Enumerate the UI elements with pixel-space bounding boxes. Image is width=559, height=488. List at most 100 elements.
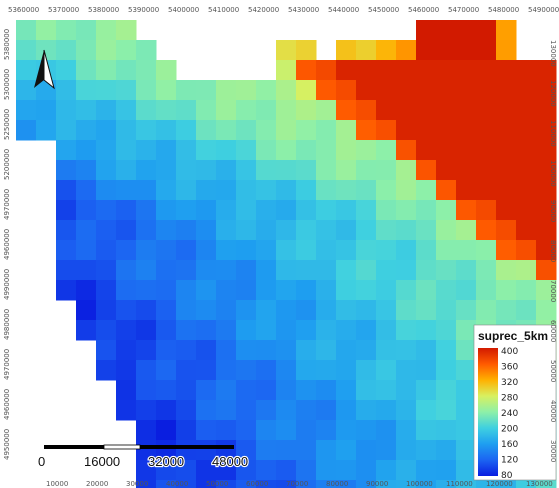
raster-cell (436, 160, 457, 181)
raster-cell (196, 460, 217, 481)
raster-cell (536, 120, 557, 141)
raster-cell (196, 260, 217, 281)
raster-cell (456, 320, 477, 341)
right-axis-label: 30000 (549, 440, 557, 462)
raster-cell (296, 300, 317, 321)
legend-tick-labels: 400 360 320 280 240 200 160 120 80 (501, 347, 518, 481)
raster-cell (156, 480, 177, 488)
raster-cell (136, 100, 157, 121)
raster-cell (336, 480, 357, 488)
raster-cell (216, 400, 237, 421)
raster-cell (256, 340, 277, 361)
raster-cell (276, 200, 297, 221)
left-axis-label: 4970000 (3, 349, 11, 380)
raster-cell (456, 20, 477, 41)
raster-cell (256, 440, 277, 461)
raster-cell (416, 280, 437, 301)
raster-cell (276, 120, 297, 141)
raster-cell (36, 40, 57, 61)
raster-grid (16, 20, 557, 488)
raster-cell (456, 360, 477, 381)
legend-tick-label: 120 (501, 456, 518, 466)
raster-cell (96, 340, 117, 361)
raster-cell (516, 260, 537, 281)
raster-cell (316, 280, 337, 301)
raster-cell (396, 360, 417, 381)
raster-cell (436, 40, 457, 61)
raster-cell (396, 460, 417, 481)
raster-cell (276, 380, 297, 401)
raster-cell (416, 300, 437, 321)
scale-label: 16000 (84, 454, 120, 469)
raster-cell (516, 480, 537, 488)
raster-cell (416, 40, 437, 61)
bottom-axis-label: 20000 (86, 480, 108, 488)
raster-cell (416, 260, 437, 281)
bottom-axis-label: 110000 (446, 480, 473, 488)
raster-cell (376, 40, 397, 61)
raster-cell (496, 180, 517, 201)
raster-cell (156, 400, 177, 421)
raster-cell (216, 320, 237, 341)
raster-cell (396, 120, 417, 141)
raster-cell (296, 60, 317, 81)
raster-cell (56, 140, 77, 161)
raster-cell (356, 480, 377, 488)
raster-cell (236, 260, 257, 281)
raster-cell (36, 20, 57, 41)
raster-cell (376, 400, 397, 421)
raster-cell (516, 60, 537, 81)
raster-cell (236, 160, 257, 181)
raster-cell (136, 200, 157, 221)
legend: suprec_5km 400 360 320 280 240 200 160 120 80 (473, 324, 557, 481)
raster-cell (136, 460, 157, 481)
raster-cell (336, 100, 357, 121)
raster-cell (216, 480, 237, 488)
raster-cell (356, 140, 377, 161)
raster-cell (76, 280, 97, 301)
raster-cell (376, 80, 397, 101)
raster-cell (436, 200, 457, 221)
raster-cell (196, 180, 217, 201)
raster-cell (316, 400, 337, 421)
raster-cell (296, 420, 317, 441)
raster-cell (456, 280, 477, 301)
right-axis-label: 90000 (549, 200, 557, 222)
right-axis-label: 110000 (549, 120, 557, 147)
raster-cell (176, 220, 197, 241)
raster-cell (316, 440, 337, 461)
raster-cell (396, 260, 417, 281)
raster-cell (276, 80, 297, 101)
raster-cell (76, 160, 97, 181)
raster-cell (356, 280, 377, 301)
raster-cell (296, 120, 317, 141)
raster-cell (496, 140, 517, 161)
top-axis-label: 5410000 (208, 6, 239, 14)
north-arrow-icon (34, 49, 55, 90)
raster-cell (136, 60, 157, 81)
raster-cell (256, 140, 277, 161)
raster-cell (76, 60, 97, 81)
raster-cell (56, 240, 77, 261)
raster-cell (396, 140, 417, 161)
raster-cell (456, 120, 477, 141)
raster-cell (476, 160, 497, 181)
raster-cell (476, 100, 497, 121)
raster-cell (316, 380, 337, 401)
raster-cell (316, 160, 337, 181)
raster-cell (316, 200, 337, 221)
raster-cell (116, 100, 137, 121)
raster-cell (356, 160, 377, 181)
right-axis-label: 80000 (549, 240, 557, 262)
raster-cell (536, 60, 557, 81)
raster-cell (36, 100, 57, 121)
bottom-axis-label: 80000 (326, 480, 348, 488)
raster-cell (336, 340, 357, 361)
raster-cell (396, 80, 417, 101)
left-axis-label: 4970000 (3, 189, 11, 220)
raster-cell (36, 120, 57, 141)
raster-cell (416, 100, 437, 121)
raster-cell (276, 140, 297, 161)
